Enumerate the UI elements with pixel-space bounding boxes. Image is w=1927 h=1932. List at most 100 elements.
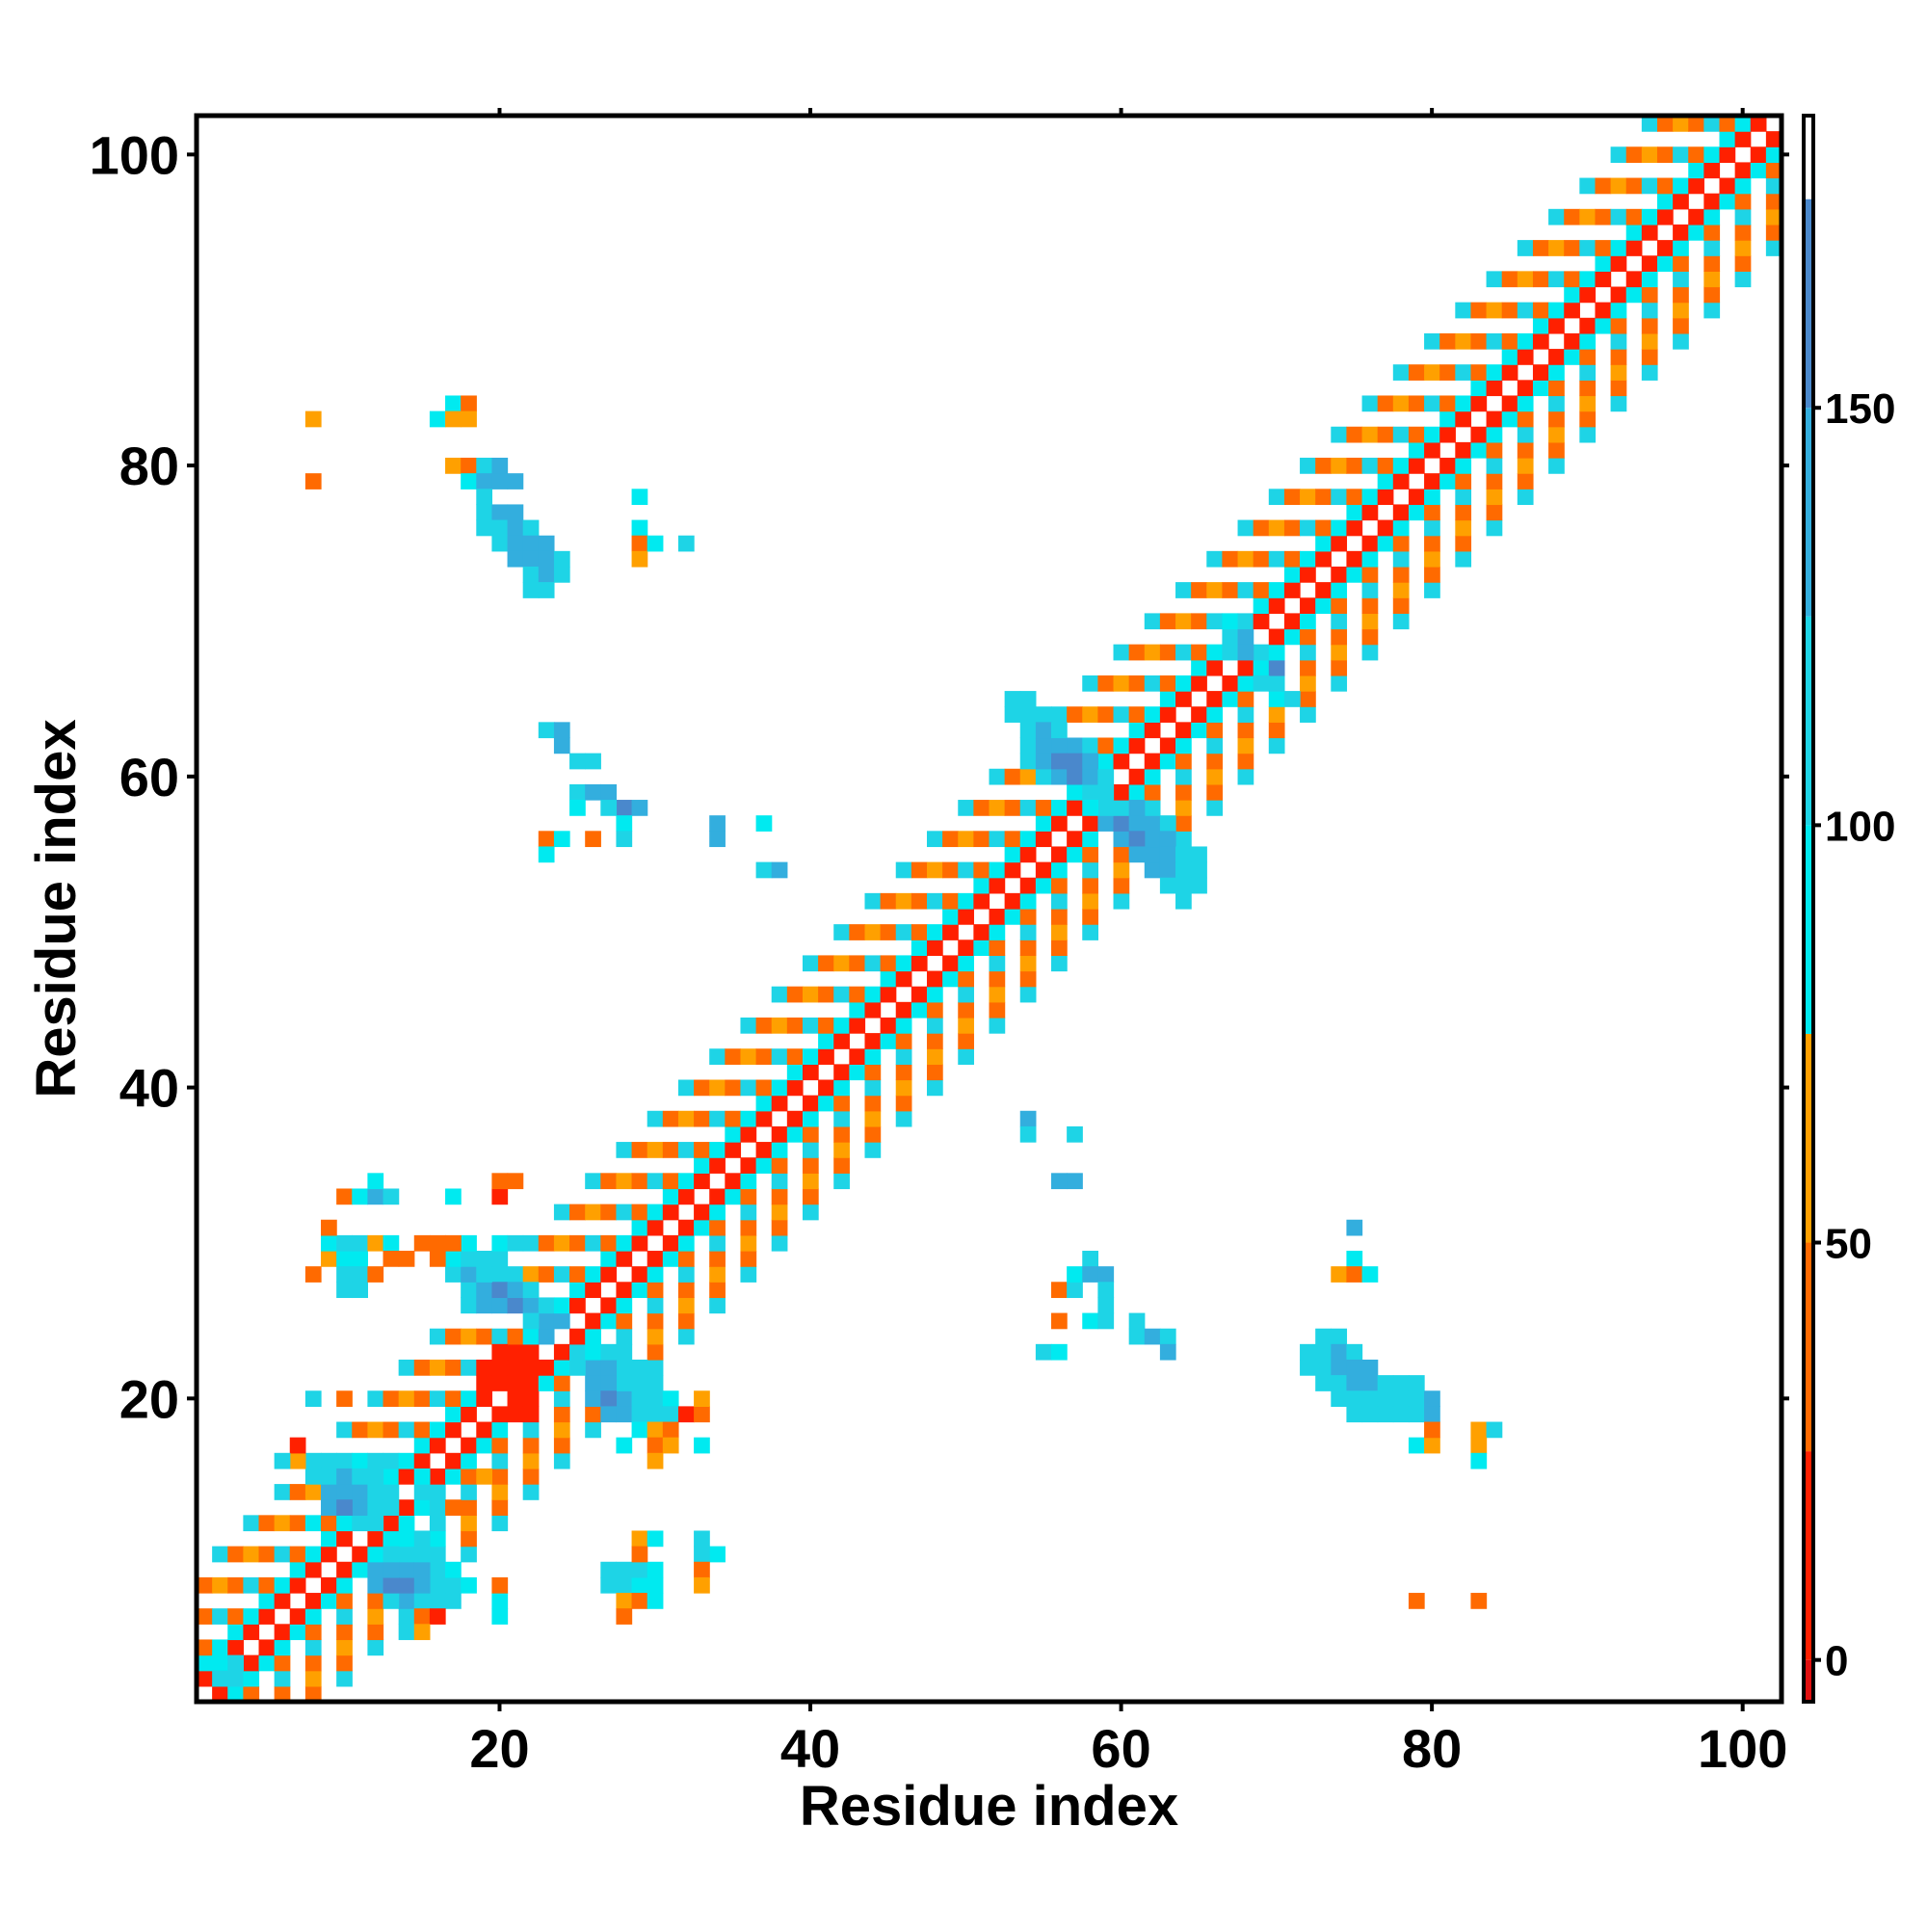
- heatmap-cell: [631, 1593, 648, 1609]
- heatmap-cell: [1004, 892, 1021, 910]
- heatmap-cell: [429, 1499, 446, 1516]
- heatmap-cell: [1564, 332, 1580, 350]
- heatmap-cell: [383, 1390, 400, 1407]
- heatmap-cell: [1734, 177, 1752, 195]
- heatmap-cell: [1128, 675, 1146, 692]
- heatmap-cell: [1067, 1282, 1083, 1299]
- heatmap-cell: [1750, 162, 1767, 179]
- heatmap-cell: [1051, 753, 1068, 770]
- colorbar-band: [1804, 116, 1813, 199]
- heatmap-cell: [569, 1234, 586, 1252]
- heatmap-cell: [1097, 768, 1115, 785]
- heatmap-cell: [476, 1375, 493, 1391]
- heatmap-cell: [833, 1110, 850, 1127]
- heatmap-cell: [367, 1608, 384, 1625]
- colorbar-band: [1804, 198, 1813, 409]
- heatmap-cell: [771, 1219, 788, 1236]
- heatmap-cell: [1175, 644, 1192, 661]
- heatmap-cell: [367, 1624, 384, 1641]
- heatmap-cell: [1097, 1266, 1115, 1283]
- heatmap-cell: [1097, 706, 1115, 723]
- heatmap-cell: [1268, 675, 1285, 692]
- heatmap-cell: [1128, 800, 1146, 816]
- heatmap-cell: [1486, 441, 1503, 459]
- heatmap-cell: [1283, 628, 1301, 646]
- heatmap-cell: [1331, 628, 1348, 646]
- heatmap-cell: [1268, 628, 1285, 646]
- heatmap-cell: [864, 1110, 882, 1127]
- heatmap-cell: [1300, 613, 1316, 630]
- heatmap-cell: [1673, 271, 1689, 288]
- heatmap-cell: [989, 940, 1006, 957]
- heatmap-cell: [461, 410, 477, 428]
- heatmap-cell: [1128, 831, 1146, 848]
- heatmap-cell: [755, 815, 773, 832]
- heatmap-cell: [1501, 271, 1518, 288]
- heatmap-cell: [429, 1251, 446, 1267]
- heatmap-cell: [1019, 846, 1037, 863]
- heatmap-cell: [677, 1406, 695, 1423]
- heatmap-cell: [585, 1375, 601, 1391]
- heatmap-cell: [616, 1251, 633, 1267]
- heatmap-cell: [461, 1297, 477, 1314]
- heatmap-cell: [1237, 659, 1254, 676]
- heatmap-cell: [476, 1282, 493, 1299]
- heatmap-cell: [476, 1297, 493, 1314]
- heatmap-cell: [880, 986, 897, 1003]
- heatmap-cell: [1564, 286, 1580, 304]
- heatmap-cell: [1673, 177, 1689, 195]
- heatmap-cell: [1191, 582, 1207, 598]
- heatmap-cell: [1082, 1251, 1098, 1267]
- heatmap-cell: [1656, 208, 1674, 225]
- heatmap-cell: [1424, 535, 1440, 552]
- heatmap-cell: [445, 1499, 462, 1516]
- heatmap-cell: [553, 1312, 570, 1330]
- heatmap-cell: [1361, 535, 1379, 552]
- heatmap-cell: [1361, 628, 1379, 646]
- heatmap-cell: [600, 1343, 618, 1361]
- heatmap-cell: [227, 1654, 244, 1672]
- heatmap-cell: [1159, 691, 1176, 707]
- heatmap-cell: [212, 1576, 228, 1594]
- heatmap-cell: [1051, 892, 1068, 910]
- heatmap-cell: [1175, 691, 1192, 707]
- heatmap-cell: [1579, 332, 1597, 350]
- heatmap-cell: [585, 1406, 601, 1423]
- heatmap-cell: [491, 1297, 509, 1314]
- heatmap-cell: [367, 1515, 384, 1532]
- heatmap-cell: [1315, 1328, 1332, 1345]
- heatmap-cell: [1486, 519, 1503, 537]
- heatmap-cell: [895, 955, 912, 972]
- heatmap-cell: [1439, 458, 1456, 474]
- heatmap-cell: [1315, 489, 1332, 506]
- heatmap-cell: [631, 489, 648, 506]
- heatmap-cell: [304, 1468, 322, 1485]
- heatmap-cell: [1144, 722, 1161, 739]
- heatmap-cell: [1517, 410, 1534, 428]
- heatmap-cell: [1253, 597, 1270, 614]
- heatmap-cell: [197, 1654, 213, 1672]
- heatmap-cell: [1517, 395, 1534, 412]
- heatmap-cell: [569, 1359, 586, 1376]
- heatmap-cell: [895, 924, 912, 940]
- colorbar-tick-label: 0: [1825, 1638, 1848, 1685]
- heatmap-cell: [895, 1033, 912, 1049]
- heatmap-cell: [445, 1561, 462, 1578]
- heatmap-cell: [553, 831, 570, 848]
- heatmap-cell: [321, 1452, 337, 1469]
- heatmap-cell: [1641, 116, 1658, 132]
- heatmap-cell: [304, 1685, 322, 1703]
- heatmap-cell: [1346, 566, 1363, 583]
- heatmap-cell: [553, 1266, 570, 1283]
- heatmap-cell: [1564, 208, 1580, 225]
- heatmap-cell: [1470, 441, 1488, 459]
- heatmap-cell: [647, 1452, 664, 1469]
- heatmap-cell: [1595, 240, 1612, 256]
- heatmap-cell: [507, 1328, 524, 1345]
- heatmap-cell: [1253, 550, 1270, 568]
- heatmap-cell: [491, 1452, 509, 1469]
- heatmap-cell: [958, 940, 974, 957]
- heatmap-cell: [662, 1234, 679, 1252]
- heatmap-cell: [1703, 162, 1721, 179]
- heatmap-cell: [212, 1546, 228, 1563]
